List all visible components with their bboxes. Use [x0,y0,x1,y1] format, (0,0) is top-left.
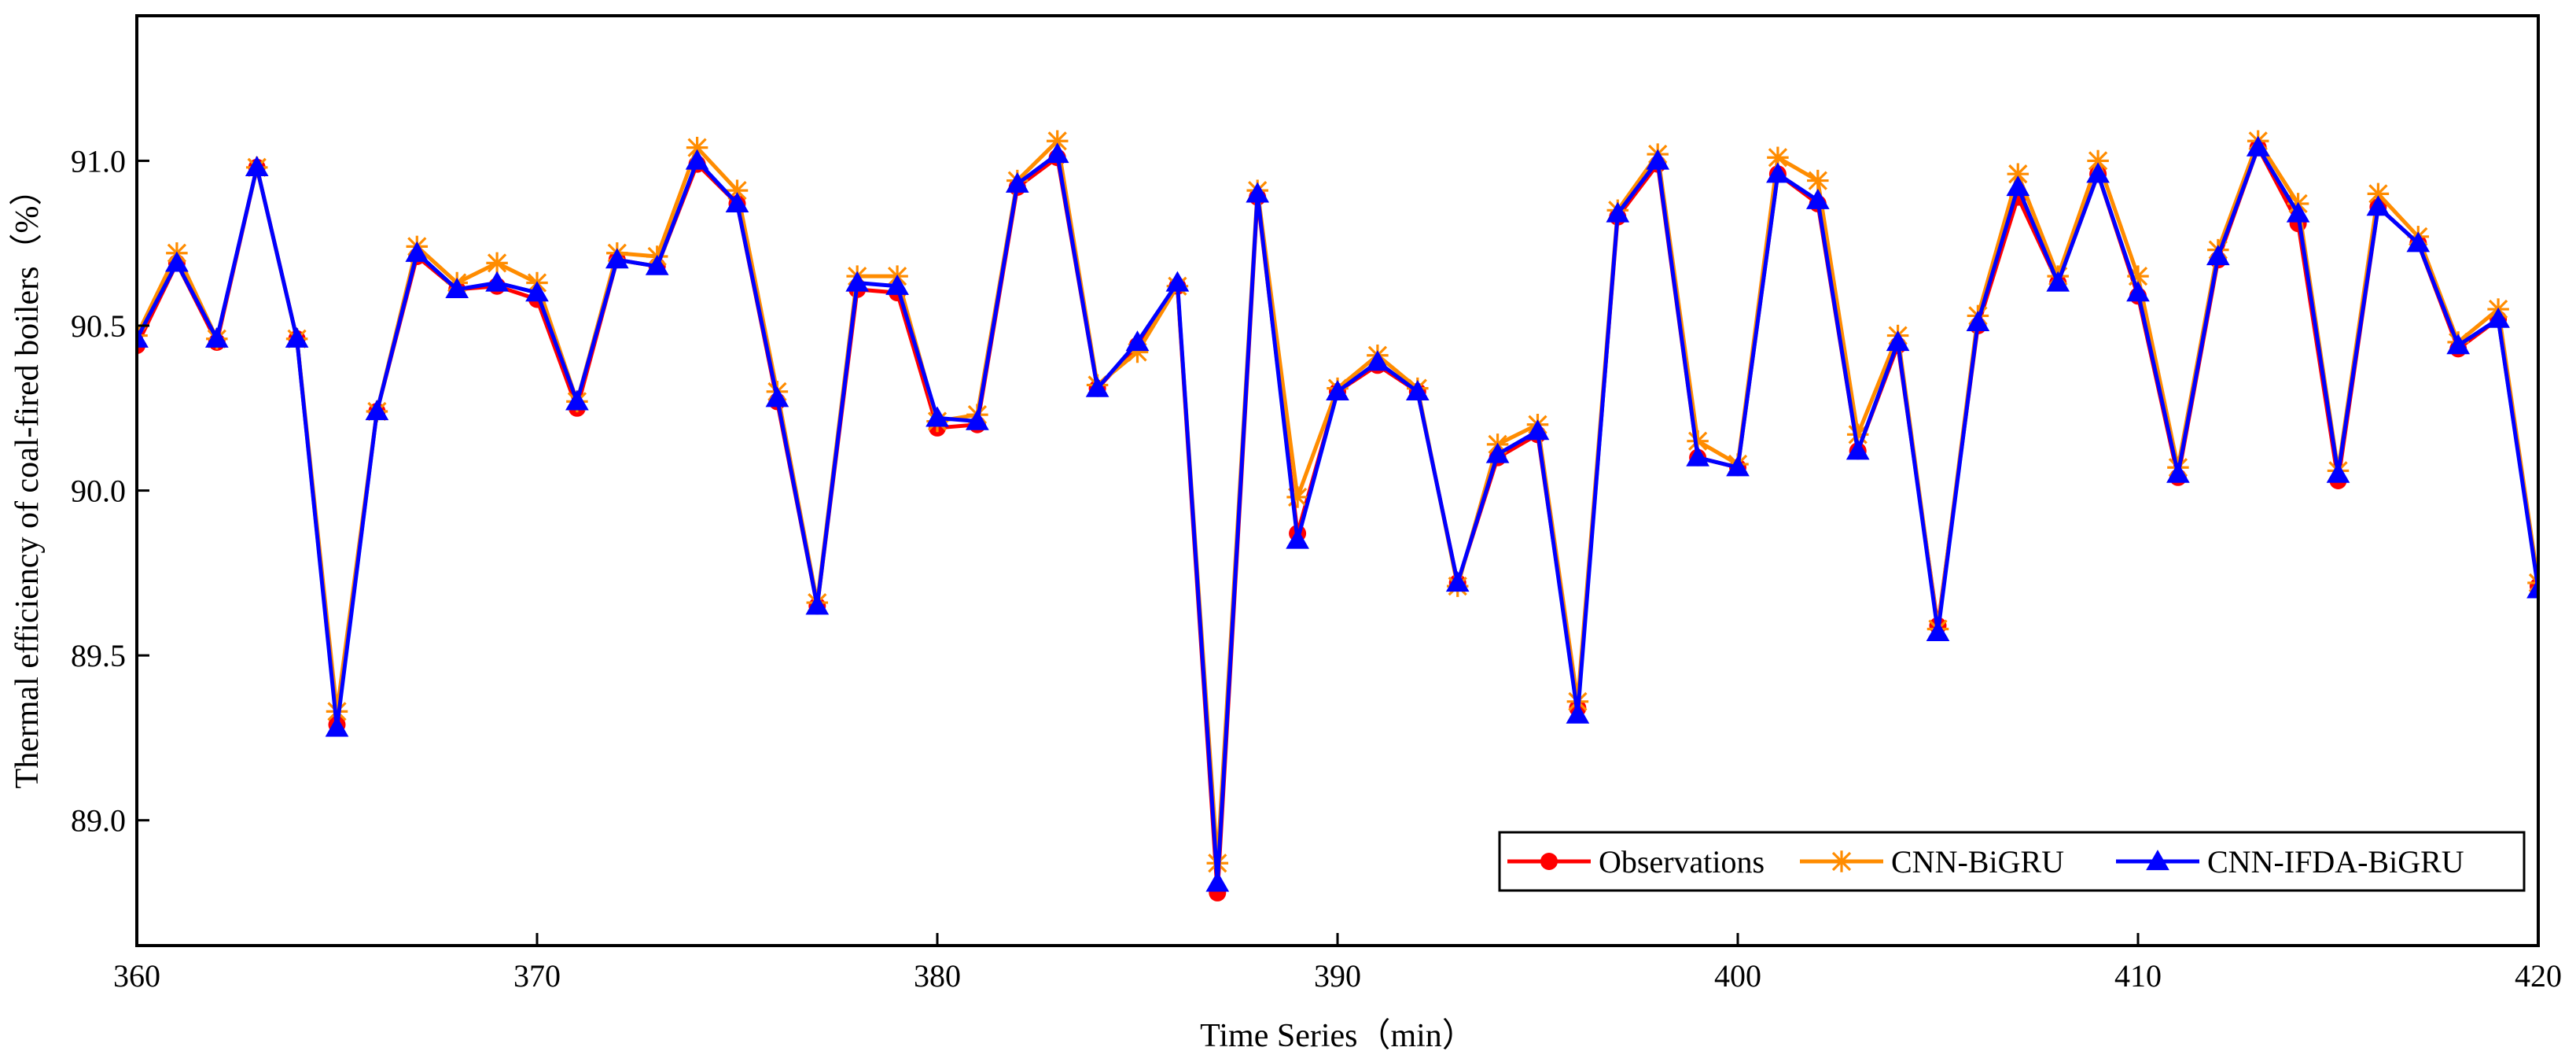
data-point-cnn-ifda-bigru [1366,350,1389,371]
data-point-cnn-ifda-bigru [2286,201,2310,223]
data-point-cnn-bigru [486,252,508,275]
y-tick-label: 91.0 [71,143,126,179]
legend-box [1498,831,2526,892]
data-point-cnn-ifda-bigru [1165,271,1190,292]
data-point-cnn-ifda-bigru [725,192,749,213]
data-point-cnn-ifda-bigru [2046,271,2070,292]
x-tick-label: 420 [2515,958,2562,994]
legend-label-cnn-ifda-bigru: CNN-IFDA-BiGRU [2207,844,2464,879]
data-point-cnn-ifda-bigru [1125,330,1150,352]
x-tick-label: 400 [1714,958,1761,994]
data-point-cnn-ifda-bigru [445,278,469,299]
data-point-cnn-ifda-bigru [1926,620,1950,641]
legend: Observations CNN-BiGRU CNN-IFDA-BiGRU [1498,831,2526,892]
data-point-cnn-ifda-bigru [1646,149,1670,170]
data-point-cnn-ifda-bigru [1246,182,1270,203]
x-axis-title: Time Series（min） [1200,1018,1475,1054]
data-point-cnn-ifda-bigru [2126,281,2150,302]
data-point-cnn-ifda-bigru [204,326,229,348]
data-point-cnn-ifda-bigru [1766,162,1790,183]
data-point-cnn-ifda-bigru [2366,195,2390,216]
data-point-cnn-ifda-bigru [1085,376,1110,397]
x-tick-label: 370 [513,958,561,994]
data-point-cnn-ifda-bigru [2486,307,2510,328]
data-point-cnn-ifda-bigru [365,400,389,421]
data-point-cnn-ifda-bigru [685,149,709,170]
data-point-cnn-ifda-bigru [1326,379,1349,400]
legend-marker-cnn-bigru [1831,850,1853,872]
series-layer [137,130,2538,902]
y-tick-label: 89.0 [71,803,126,839]
data-point-cnn-ifda-bigru [1686,445,1709,466]
data-point-cnn-ifda-bigru [1566,702,1590,724]
data-point-cnn-ifda-bigru [137,326,149,348]
y-tick-label: 89.5 [71,638,126,673]
data-point-cnn-ifda-bigru [2086,162,2110,183]
data-point-cnn-ifda-bigru [2326,462,2350,483]
data-point-cnn-ifda-bigru [565,389,589,411]
data-point-cnn-ifda-bigru [845,271,870,292]
x-tick-label: 360 [113,958,160,994]
star-stroke [2528,573,2538,585]
data-point-cnn-ifda-bigru [1886,330,1910,352]
data-point-cnn-bigru [1807,169,1829,192]
legend-label-cnn-bigru: CNN-BiGRU [1891,844,2064,879]
data-point-cnn-ifda-bigru [325,716,349,737]
data-point-cnn-ifda-bigru [1966,310,1990,331]
legend-marker-observations [1540,853,1558,870]
data-point-cnn-ifda-bigru [605,248,629,269]
data-point-cnn-ifda-bigru [1205,871,1230,892]
data-point-cnn-ifda-bigru [2246,135,2270,157]
x-tick-label: 380 [914,958,961,994]
data-point-cnn-ifda-bigru [2006,175,2030,197]
data-point-cnn-ifda-bigru [1286,528,1309,549]
data-point-cnn-ifda-bigru [1525,419,1550,441]
data-point-cnn-ifda-bigru [1405,379,1430,400]
data-point-cnn-ifda-bigru [525,281,549,302]
data-point-cnn-ifda-bigru [1485,442,1510,463]
series-cnn-bigru [137,130,2538,874]
x-tick-label: 410 [2114,958,2162,994]
data-point-cnn-ifda-bigru [1005,171,1029,193]
y-tick-label: 90.5 [71,308,126,344]
data-point-cnn-ifda-bigru [485,271,509,292]
data-point-cnn-ifda-bigru [1846,439,1870,460]
data-point-cnn-ifda-bigru [645,254,669,275]
data-point-cnn-ifda-bigru [2446,334,2471,355]
legend-label-observations: Observations [1599,844,1765,879]
data-point-cnn-ifda-bigru [2206,245,2230,266]
data-point-cnn-ifda-bigru [2166,462,2190,483]
data-point-cnn-ifda-bigru [1606,201,1630,223]
data-point-cnn-ifda-bigru [926,406,949,427]
data-point-cnn-ifda-bigru [2406,231,2431,253]
legend-marker-cnn-ifda-bigru [2146,850,2169,871]
data-point-cnn-ifda-bigru [405,241,429,262]
series-line-cnn-bigru [137,138,2538,865]
data-point-cnn-ifda-bigru [1805,188,1830,209]
data-point-cnn-ifda-bigru [245,155,269,176]
series-cnn-ifda-bigru [137,135,2538,892]
data-point-cnn-ifda-bigru [2526,577,2538,599]
y-axis-title: Thermal efficiency of coal-fired boilers… [9,173,46,789]
data-point-cnn-bigru [2367,183,2390,205]
data-point-cnn-ifda-bigru [1445,571,1470,592]
data-point-cnn-ifda-bigru [285,326,309,348]
series-observations [137,138,2538,902]
data-point-cnn-ifda-bigru [1045,142,1069,164]
data-point-cnn-ifda-bigru [966,409,989,430]
x-tick-label: 390 [1314,958,1361,994]
data-point-cnn-ifda-bigru [1726,455,1750,477]
axes-layer: 360 370 380 390 400 410 420 89.0 89.5 90.0 90.5 91.… [71,143,2562,994]
data-point-cnn-ifda-bigru [165,251,189,272]
data-point-cnn-ifda-bigru [885,274,909,295]
y-tick-label: 90.0 [71,474,126,509]
data-point-cnn-ifda-bigru [805,594,830,615]
data-point-cnn-ifda-bigru [765,386,789,407]
